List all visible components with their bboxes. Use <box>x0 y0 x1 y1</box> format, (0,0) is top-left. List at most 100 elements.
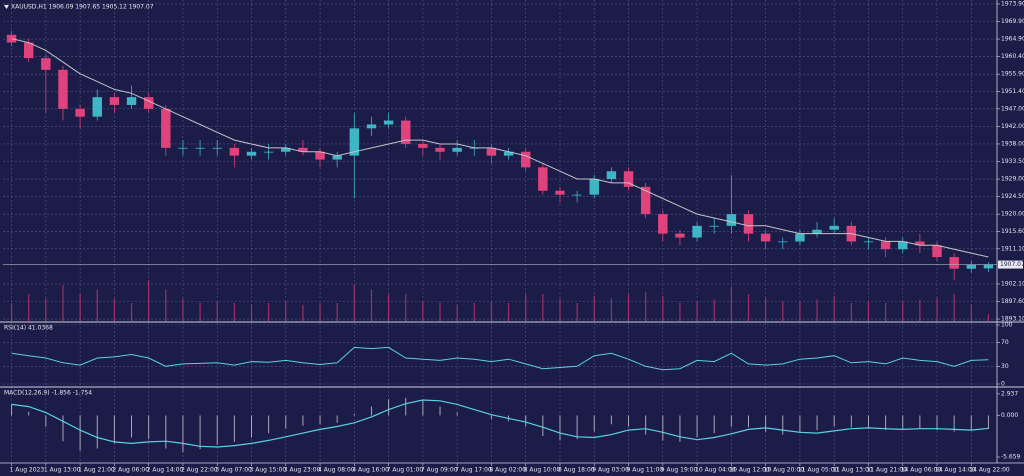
y-tick-label: 1964.90 <box>1001 36 1024 43</box>
macd-bar <box>799 415 801 434</box>
candle-body <box>23 42 34 59</box>
volume-bar <box>45 298 47 321</box>
macd-bar <box>336 415 338 423</box>
macd-bar <box>953 415 955 432</box>
volume-bar <box>919 299 921 321</box>
y-tick-label: 1902.10 <box>1001 280 1024 287</box>
y-tick-label: 1915.60 <box>1001 228 1024 235</box>
candle-body <box>246 151 257 156</box>
volume-bar <box>353 285 355 321</box>
macd-bar <box>439 406 441 416</box>
volume-bar <box>250 304 253 321</box>
macd-bar <box>525 415 527 427</box>
x-tick-label: 9 Aug 11:00 <box>627 467 664 474</box>
candle-body <box>401 120 411 144</box>
y-tick-label: -5.659 <box>1001 454 1021 461</box>
candle-body <box>898 241 908 250</box>
candle-body <box>452 147 462 152</box>
candle-body <box>675 233 685 238</box>
symbol-icon <box>4 5 9 9</box>
last-price-label: 1907.07 <box>1000 261 1024 268</box>
macd-bar <box>285 415 287 429</box>
volume-bar <box>867 301 870 321</box>
candle-body <box>178 147 188 149</box>
candle-body <box>263 151 274 153</box>
candle-body <box>143 97 154 109</box>
y-tick-label: 1951.40 <box>1001 88 1024 95</box>
y-tick-label: 30 <box>1001 363 1009 370</box>
candle-body <box>520 151 531 168</box>
macd-bar <box>765 415 767 432</box>
rsi-line <box>11 346 989 371</box>
volume-bar <box>782 301 784 321</box>
x-tick-label: 10 Aug 12:00 <box>729 467 770 474</box>
x-tick-label: 8 Aug 10:00 <box>524 467 561 474</box>
volume-bar <box>113 298 115 321</box>
volume-bar <box>10 303 13 321</box>
candle-body <box>298 147 308 152</box>
candle-body <box>281 147 291 152</box>
x-tick-label: 7 Aug 09:00 <box>421 467 458 474</box>
x-tick-label: 2 Aug 06:00 <box>112 467 149 474</box>
candle-body <box>41 58 51 70</box>
macd-bar <box>970 415 972 431</box>
y-tick-label: 1947.00 <box>1001 105 1024 112</box>
x-tick-label: 2 Aug 22:00 <box>181 467 218 474</box>
last-price-box <box>998 260 1023 269</box>
macd-bar <box>113 415 115 444</box>
y-tick-label: 1911.10 <box>1001 245 1024 252</box>
x-tick-label: 1 Aug 2023 <box>10 467 45 474</box>
volume-bar <box>936 297 938 321</box>
candle-body <box>812 229 822 234</box>
candle-body <box>555 190 565 195</box>
volume-bar <box>542 294 544 321</box>
y-tick-label: 1933.50 <box>1001 158 1024 165</box>
x-tick-label: 7 Aug 17:00 <box>455 467 492 474</box>
chart-title: XAUUSD,H1 1906.09 1907.65 1905.12 1907.0… <box>11 4 154 11</box>
x-tick-label: 14 Aug 06:00 <box>901 467 942 474</box>
candle-body <box>932 245 942 258</box>
candle-body <box>640 186 651 215</box>
volume-bar <box>765 297 767 321</box>
candle-body <box>606 171 617 180</box>
volume-bar <box>148 280 150 321</box>
volume-bar <box>199 303 201 321</box>
volume-bar <box>730 286 732 321</box>
macd-bar <box>490 415 492 420</box>
candle-body <box>949 257 959 269</box>
candle-body <box>195 147 205 149</box>
x-tick-label: 4 Aug 16:00 <box>352 467 389 474</box>
x-tick-label: 10 Aug 04:00 <box>695 467 736 474</box>
macd-bar <box>593 415 595 432</box>
macd-bar <box>850 415 852 428</box>
candle-body <box>795 233 805 242</box>
candle-body <box>126 97 137 105</box>
volume-bar <box>953 294 955 321</box>
volume-bar <box>799 301 801 321</box>
x-tick-label: 14 Aug 14:00 <box>935 467 976 474</box>
volume-bar <box>645 292 647 321</box>
volume-bar <box>268 303 270 321</box>
y-tick-label: 1955.90 <box>1001 71 1024 78</box>
macd-bar <box>319 415 321 425</box>
candle-body <box>75 108 85 117</box>
macd-bar <box>165 415 167 449</box>
candle-body <box>829 225 839 230</box>
volume-bar <box>885 303 887 321</box>
y-tick-label: 1924.50 <box>1001 193 1024 200</box>
macd-bar <box>696 415 698 438</box>
y-tick-label: 1969.90 <box>1001 18 1024 25</box>
volume-bar <box>970 304 972 321</box>
y-tick-label: 1897.60 <box>1001 298 1024 305</box>
macd-bar <box>148 415 150 439</box>
macd-bar <box>182 415 184 453</box>
candle-body <box>726 214 737 226</box>
y-tick-label: 1973.90 <box>1001 0 1024 7</box>
volume-bar <box>559 298 561 321</box>
volume-bar <box>28 294 30 321</box>
volume-bar <box>336 303 338 321</box>
candle-body <box>983 264 994 269</box>
volume-bar <box>610 298 612 321</box>
x-tick-label: 9 Aug 03:00 <box>592 467 629 474</box>
